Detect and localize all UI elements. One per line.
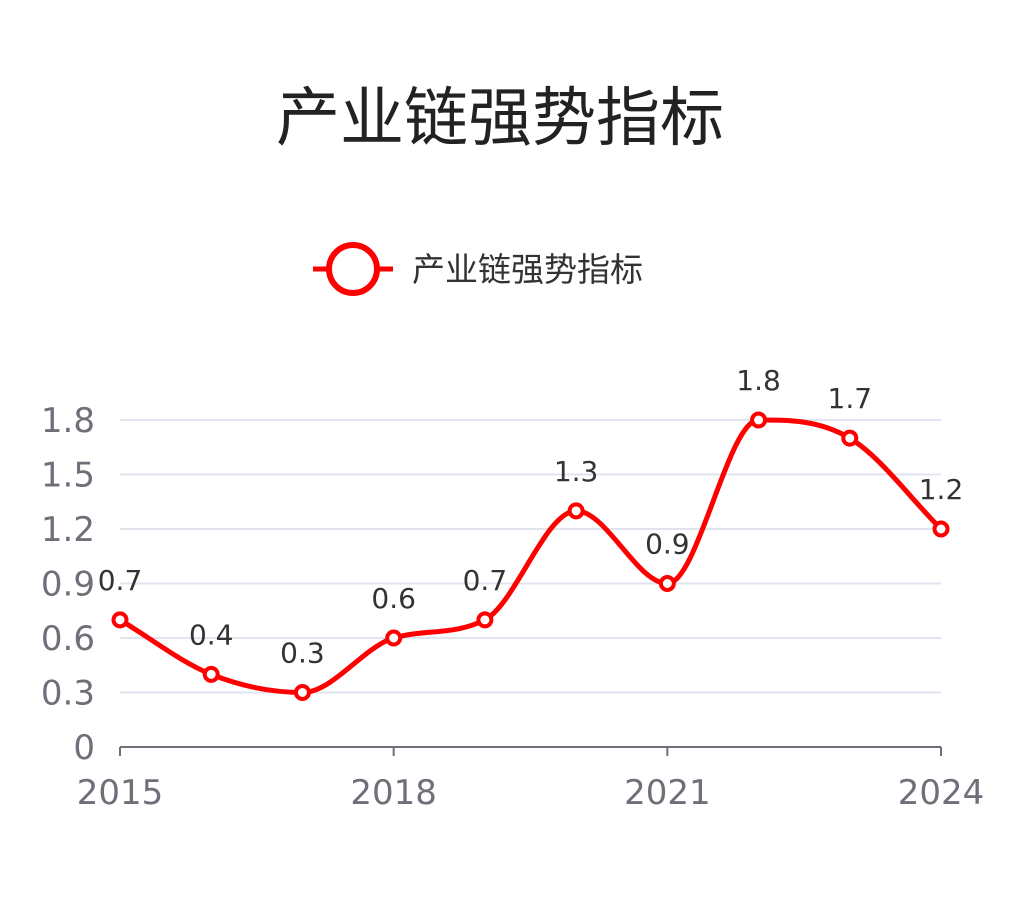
data-label: 0.7 [463,564,508,597]
data-label: 0.9 [645,528,690,561]
data-label: 0.3 [280,637,325,670]
data-label: 0.6 [371,582,416,615]
data-points [111,411,950,701]
legend-label: 产业链强势指标 [412,250,643,289]
x-tick-label: 2021 [624,773,711,813]
legend[interactable]: 产业链强势指标 [313,242,643,296]
data-label: 1.7 [828,382,873,415]
y-tick-label: 0 [73,728,95,768]
data-label: 1.8 [736,364,781,397]
data-point[interactable] [841,429,859,447]
y-tick-label: 0.6 [41,619,95,659]
data-point[interactable] [202,665,220,683]
x-axis-tick-labels: 2015 2018 2021 2024 [77,773,985,813]
data-labels: 0.7 0.4 0.3 0.6 0.7 1.3 0.9 1.8 1.7 1.2 [98,364,964,670]
chart-title: 产业链强势指标 [276,82,724,156]
legend-circle-icon [326,242,380,296]
x-tick-label: 2015 [77,773,164,813]
data-label: 0.7 [98,564,143,597]
data-point[interactable] [567,502,585,520]
data-point[interactable] [476,611,494,629]
data-point[interactable] [385,629,403,647]
data-label: 0.4 [189,618,234,651]
data-point[interactable] [658,575,676,592]
x-tick-label: 2018 [350,773,437,813]
series-line [117,417,944,695]
y-tick-label: 0.9 [41,565,95,605]
y-tick-label: 1.8 [41,401,95,441]
y-axis-tick-labels: 0 0.3 0.6 0.9 1.2 1.5 1.8 [41,401,95,768]
data-point[interactable] [932,520,950,538]
data-label: 1.2 [919,473,964,506]
y-tick-label: 1.5 [41,456,95,496]
data-label: 1.3 [554,455,599,488]
data-point[interactable] [111,611,129,629]
x-axis [119,746,942,756]
grid-lines [120,419,941,694]
data-point[interactable] [293,684,311,701]
data-point[interactable] [750,411,768,429]
x-tick-label: 2024 [898,773,985,813]
y-tick-label: 1.2 [41,510,95,550]
series-line-path [117,417,944,695]
y-tick-label: 0.3 [41,674,95,714]
